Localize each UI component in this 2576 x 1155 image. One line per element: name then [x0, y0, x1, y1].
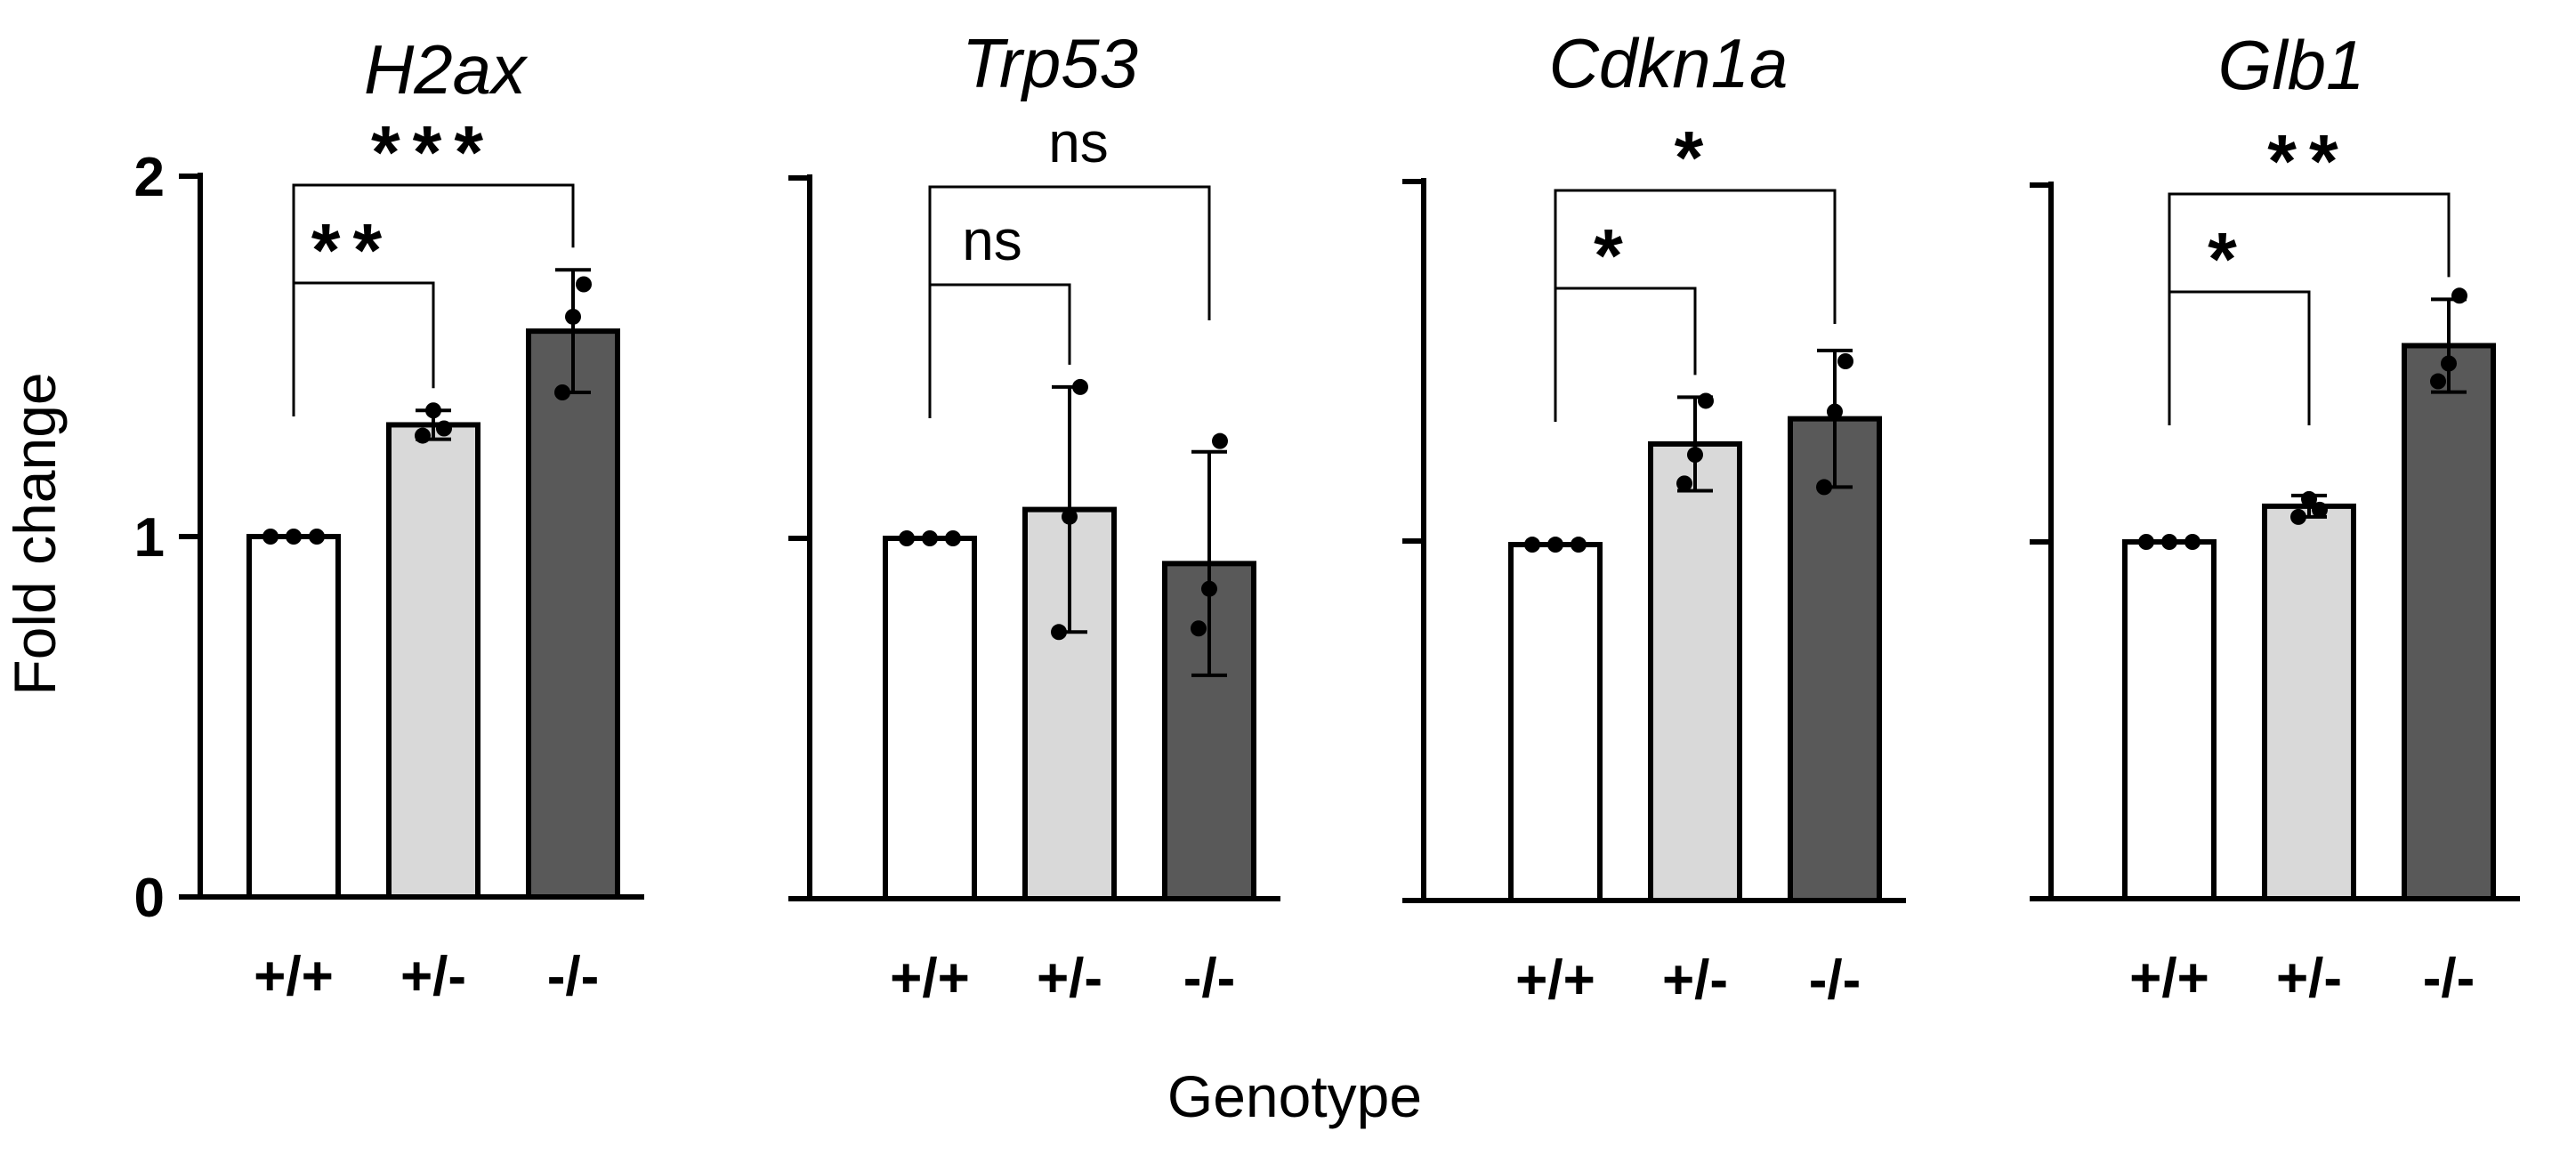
category-label: +/-: [2276, 948, 2342, 1009]
data-point: [425, 402, 441, 419]
category-label: +/+: [1515, 949, 1595, 1011]
data-point: [1547, 537, 1563, 553]
significance-bracket: [928, 283, 1071, 418]
data-point: [286, 529, 302, 545]
data-point: [554, 384, 570, 400]
panel-title: Trp53: [962, 24, 1138, 102]
significance-bracket: [928, 185, 1211, 320]
data-point: [2441, 355, 2457, 372]
significance-label: ns: [1048, 110, 1109, 174]
category-label: -/-: [1183, 948, 1236, 1009]
significance-label: ns: [962, 208, 1022, 272]
category-label: +/-: [1662, 949, 1728, 1011]
data-point: [2312, 501, 2328, 518]
y-tick-label: 1: [134, 507, 165, 569]
data-point: [1051, 624, 1067, 641]
category-label: -/-: [547, 946, 600, 1007]
data-point: [922, 530, 938, 546]
significance-label: *: [1675, 116, 1716, 199]
data-point: [1062, 508, 1078, 525]
significance-label: **: [311, 208, 394, 292]
data-point: [1524, 537, 1540, 553]
data-point: [436, 420, 452, 437]
y-tick-label: 2: [134, 147, 165, 208]
panel-title: Cdkn1a: [1549, 24, 1789, 102]
data-point: [415, 427, 431, 444]
x-axis-title: Genotype: [1167, 1063, 1422, 1129]
data-point: [2451, 287, 2467, 304]
significance-bracket: [2168, 290, 2311, 425]
significance-bracket: [1554, 189, 1837, 324]
data-point: [1837, 353, 1853, 369]
data-point: [2161, 534, 2177, 550]
data-point: [1571, 537, 1587, 553]
data-point: [1676, 475, 1692, 492]
significance-bracket: [2168, 192, 2451, 327]
bar-2: [386, 422, 480, 900]
category-label: +/-: [1037, 948, 1102, 1009]
category-label: +/+: [2129, 948, 2209, 1009]
data-point: [2301, 490, 2317, 507]
bar-2: [2262, 503, 2356, 902]
bar-3: [2402, 343, 2496, 901]
category-label: +/+: [254, 946, 334, 1007]
data-point: [565, 308, 581, 325]
significance-label: *: [2208, 217, 2249, 301]
data-point: [1687, 447, 1703, 464]
data-point: [2290, 508, 2306, 525]
data-point: [899, 530, 915, 546]
y-tick-label: 0: [134, 868, 165, 929]
data-point: [1816, 479, 1832, 496]
significance-bracket: [292, 281, 435, 416]
significance-bracket: [1554, 287, 1697, 422]
chart-panel-3: Cdkn1a +/+ +/- -/- * *: [1402, 24, 1906, 1011]
category-label: +/+: [890, 948, 970, 1009]
significance-label: ***: [371, 110, 496, 194]
significance-bracket: [292, 183, 575, 319]
panel-title: H2ax: [364, 30, 529, 109]
bar-3: [1788, 416, 1882, 903]
data-point: [1212, 432, 1228, 449]
data-point: [309, 529, 325, 545]
significance-label: *: [1594, 214, 1635, 297]
bar-2: [1648, 440, 1742, 904]
category-label: +/-: [400, 946, 466, 1007]
data-point: [2138, 534, 2154, 550]
y-axis-title: Fold change: [2, 372, 68, 695]
bar-1: [2122, 539, 2217, 901]
bar-1: [883, 536, 977, 901]
data-point: [576, 276, 592, 293]
panel-title: Glb1: [2218, 26, 2365, 104]
bar-1: [1508, 542, 1603, 903]
bar-3: [526, 328, 620, 900]
chart-panel-4: Glb1 +/+ +/- -/- ***: [2030, 26, 2520, 1009]
bar-1: [246, 534, 341, 900]
category-label: -/-: [1809, 949, 1861, 1011]
data-point: [2430, 373, 2446, 390]
category-label: -/-: [2423, 948, 2475, 1009]
data-point: [1698, 392, 1714, 409]
data-point: [1072, 378, 1088, 395]
data-point: [1191, 620, 1207, 637]
data-point: [1201, 580, 1217, 597]
significance-label: **: [2267, 119, 2350, 203]
data-point: [262, 529, 279, 545]
data-point: [945, 530, 961, 546]
data-point: [2184, 534, 2201, 550]
data-point: [1827, 403, 1843, 420]
